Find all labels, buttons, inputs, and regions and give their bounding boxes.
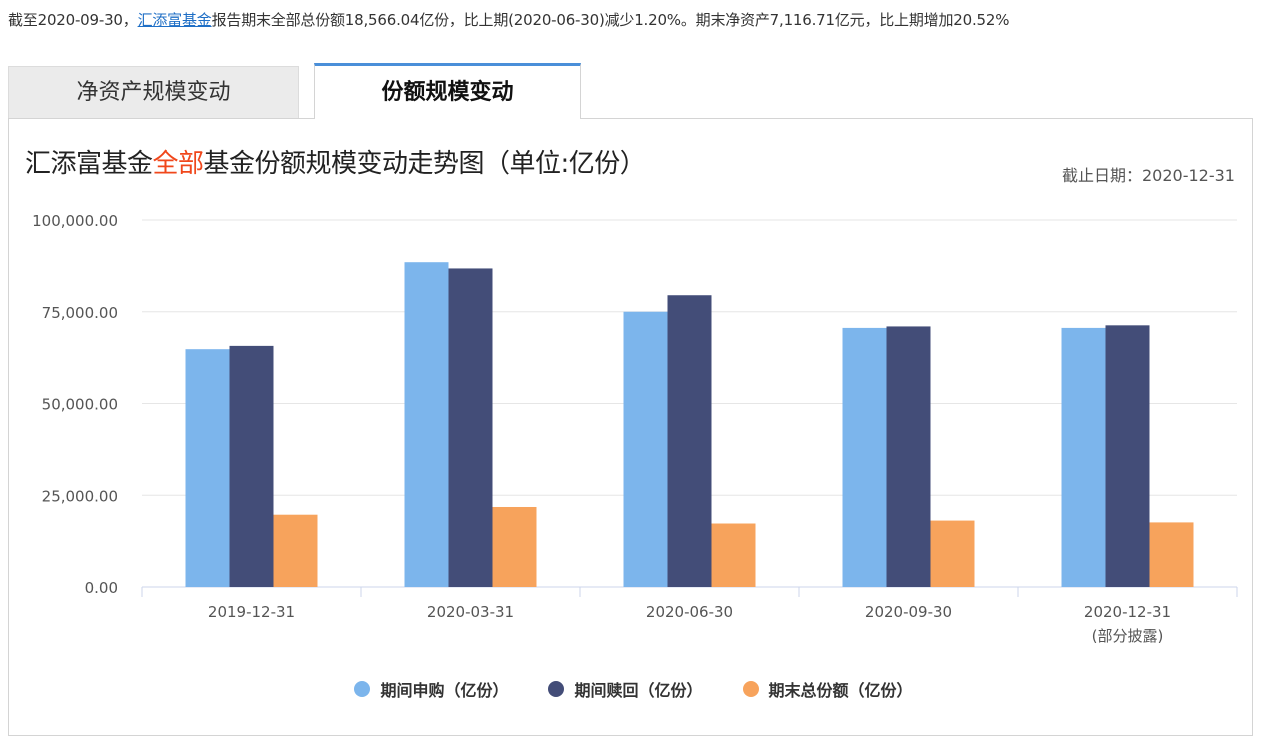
- bar: [229, 345, 274, 587]
- summary-prefix: 截至2020-09-30，: [8, 11, 138, 29]
- bar: [842, 327, 887, 587]
- bar: [667, 295, 712, 587]
- chart-title: 汇添富基金全部基金份额规模变动走势图（单位:亿份）: [25, 143, 646, 180]
- y-tick-label: 100,000.00: [32, 212, 118, 230]
- bar: [930, 520, 975, 587]
- legend-item-total[interactable]: 期末总份额（亿份）: [742, 677, 913, 701]
- tab-net-assets[interactable]: 净资产规模变动: [8, 66, 299, 118]
- legend-item-redeem[interactable]: 期间赎回（亿份）: [548, 677, 703, 701]
- x-tick-label: 2020-06-30: [646, 603, 733, 621]
- legend-dot-subscribe: [354, 681, 371, 697]
- legend-label-redeem: 期间赎回（亿份）: [574, 681, 703, 700]
- y-tick-label: 50,000.00: [42, 396, 118, 414]
- bar: [1105, 325, 1150, 587]
- bar: [492, 506, 537, 587]
- y-tick-label: 0.00: [85, 579, 118, 597]
- bar: [711, 523, 756, 587]
- bar: [623, 311, 668, 587]
- chart-title-rest: 基金份额规模变动走势图（单位:亿份）: [203, 149, 646, 179]
- bar: [185, 349, 230, 587]
- chart-legend: 期间申购（亿份） 期间赎回（亿份） 期末总份额（亿份）: [0, 677, 1267, 701]
- deadline-date: 截止日期：2020-12-31: [1062, 166, 1235, 185]
- y-tick-label: 25,000.00: [42, 487, 118, 505]
- bar: [273, 514, 318, 587]
- chart-title-company: 汇添富基金: [25, 149, 153, 179]
- bar: [1061, 327, 1106, 587]
- x-tick-sublabel: (部分披露): [1092, 627, 1164, 645]
- legend-dot-redeem: [548, 681, 565, 697]
- legend-label-subscribe: 期间申购（亿份）: [380, 681, 509, 700]
- bar: [404, 262, 449, 587]
- tab-share-scale[interactable]: 份额规模变动: [314, 63, 581, 119]
- bar: [448, 268, 493, 587]
- company-link[interactable]: 汇添富基金: [137, 11, 212, 29]
- x-tick-label: 2020-03-31: [427, 603, 514, 621]
- x-tick-label: 2020-12-31: [1084, 603, 1171, 621]
- summary-text: 截至2020-09-30，汇添富基金报告期末全部总份额18,566.04亿份，比…: [8, 9, 1009, 30]
- x-tick-label: 2019-12-31: [208, 603, 295, 621]
- summary-body: 报告期末全部总份额18,566.04亿份，比上期(2020-06-30)减少1.…: [211, 11, 1010, 29]
- x-tick-label: 2020-09-30: [865, 603, 952, 621]
- legend-item-subscribe[interactable]: 期间申购（亿份）: [354, 677, 508, 701]
- chart-title-highlight: 全部: [152, 149, 205, 179]
- tab-panel-joint: [315, 116, 580, 120]
- y-tick-label: 75,000.00: [42, 304, 118, 322]
- legend-dot-total: [742, 681, 759, 697]
- bar: [886, 326, 931, 587]
- bar: [1149, 522, 1194, 587]
- legend-label-total: 期末总份额（亿份）: [768, 681, 913, 700]
